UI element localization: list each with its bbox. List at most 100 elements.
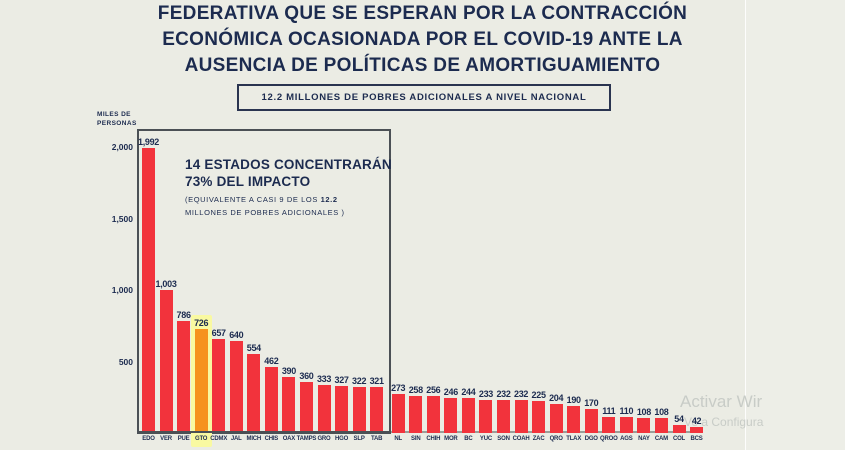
x-axis-label: CHIS [264,436,279,442]
bar-hgo [335,386,349,433]
annotation-heading-line-1: 14 ESTADOS CONCENTRARÁN [185,157,392,172]
bar-nl [391,394,405,433]
bar-value-label: 657 [211,328,226,338]
bar-tlax [567,406,581,433]
bar-value-label: 170 [584,398,599,408]
x-axis-label: MICH [246,436,262,442]
bar-value-label: 390 [281,366,296,376]
x-axis-label: COAH [512,436,530,442]
top14-states-frame [137,129,391,434]
x-axis-label: QRO [549,436,563,442]
bar-ver [159,290,173,433]
annotation-sub-bold: 12.2 [320,195,338,204]
bar-nay [637,418,651,433]
watermark-line-1: Activar Wir [680,392,763,411]
title-line-1: FEDERATIVA QUE SE ESPERAN POR LA CONTRAC… [157,3,688,24]
bar-mor [444,398,458,433]
bar-value-label: 640 [229,330,244,340]
bar-jal [229,341,243,433]
title-line-3: AUSENCIA DE POLÍTICAS DE AMORTIGUAMIENTO [184,55,661,76]
y-axis-unit-line-1: MILES DE [97,111,131,118]
bar-sin [409,396,423,433]
national-total-text: 12.2 MILLONES DE POBRES ADICIONALES A NI… [261,92,587,103]
x-axis-label: ZAC [532,436,545,442]
annotation-subtext: (EQUIVALENTE A CASI 9 DE LOS 12.2 MILLON… [185,193,392,219]
x-axis-label: EDO [142,436,155,442]
x-axis-label: CHIH [426,436,441,442]
x-axis-label: NAY [638,436,650,442]
national-total-banner: 12.2 MILLONES DE POBRES ADICIONALES A NI… [237,84,611,111]
bar-chis [264,367,278,433]
bar-value-label: 233 [478,389,493,399]
annotation-heading-line-2: 73% DEL IMPACTO [185,174,311,189]
bar-value-label: 786 [176,310,191,320]
bar-value-label: 333 [316,374,332,384]
y-axis-tick-label: 1,000 [111,285,133,295]
bar-value-label: 190 [566,395,581,405]
bar-value-label: 554 [246,343,261,353]
bar-value-label: 360 [299,371,314,381]
bar-value-label: 204 [549,393,564,403]
bar-value-label: 232 [496,389,511,399]
bar-cdmx [212,339,226,433]
bar-value-label: 225 [531,390,546,400]
bar-zac [532,401,546,433]
bar-value-label: 1,992 [137,137,160,147]
x-axis-label: NL [394,436,402,442]
bar-value-label: 111 [602,406,616,416]
x-axis-label: JAL [230,436,242,442]
x-axis-label: MOR [444,436,458,442]
bar-value-label: 273 [391,383,406,393]
x-axis-label: SON [497,436,510,442]
watermark-line-2: Ve a Configura [684,415,764,429]
bar-son [497,400,510,433]
bar-value-label: 321 [369,376,384,386]
bar-value-label: 462 [264,356,279,366]
bar-mich [247,354,261,433]
x-axis-label: DGO [584,436,598,442]
x-axis-label: HGO [335,436,349,442]
x-axis-label: COL [672,436,686,442]
bar-gro [317,385,331,433]
x-axis-label: OAX [282,436,296,442]
x-axis-label: CAM [654,436,668,442]
bar-gto [194,329,208,433]
bar-oax [282,377,296,433]
bar-value-label: 42 [691,416,702,426]
page-title: FEDERATIVA QUE SE ESPERAN POR LA CONTRAC… [0,1,845,79]
x-axis-label: GTO [194,436,208,442]
x-axis-label: GRO [317,436,331,442]
bar-value-label: 1,003 [155,279,177,289]
bar-cam [654,418,668,433]
x-axis-label: AGS [620,436,633,442]
annotation-sub-prefix: (EQUIVALENTE A CASI 9 DE LOS [185,195,321,204]
bar-yuc [479,400,493,433]
bar-value-label: 108 [654,407,669,417]
x-axis-label: SLP [353,436,365,442]
x-axis-label: TAMPS [296,436,317,442]
windows-activation-watermark: Activar Wir Ve a Configura [680,392,763,429]
bar-chih [426,396,440,433]
y-axis-unit-label: MILES DE PERSONAS [97,110,137,128]
x-axis-label: BCS [690,436,703,442]
bar-value-label: 244 [461,387,476,397]
bar-tamps [299,382,313,433]
bar-slp [352,387,366,433]
bar-value-label: 322 [352,376,367,386]
annotation-sub-line-2: MILLONES DE POBRES ADICIONALES ) [185,208,345,217]
bar-value-label: 110 [619,406,634,416]
x-axis-label: CDMX [210,436,228,442]
x-axis-label: VER [160,436,172,442]
y-axis-tick-label: 500 [118,356,133,367]
x-axis-baseline-framed [137,431,391,433]
bar-value-label: 726 [194,318,209,328]
bar-edo [142,148,155,433]
bar-value-label: 327 [334,375,349,385]
x-axis-label: PUE [177,436,190,442]
bar-ags [619,417,633,433]
bar-value-label: 258 [408,385,423,395]
y-axis-unit-line-2: PERSONAS [97,120,137,127]
bar-qro [549,404,563,433]
title-line-2: ECONÓMICA OCASIONADA POR EL COVID-19 ANT… [162,29,683,50]
